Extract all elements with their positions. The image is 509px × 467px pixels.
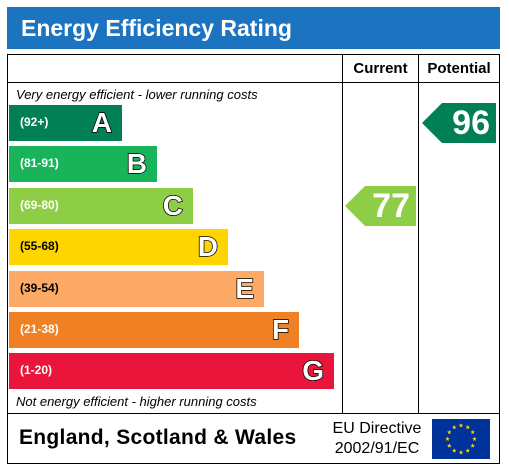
band-range-label: (81-91) (20, 156, 59, 170)
band-letter-label: B (126, 147, 148, 180)
band-range-label: (55-68) (20, 239, 59, 253)
band-range-label: (92+) (20, 115, 49, 129)
eu-star-icon (472, 436, 477, 441)
column-header-current: Current (353, 60, 408, 77)
eu-star-icon (458, 423, 464, 428)
top-note: Very energy efficient - lower running co… (16, 87, 258, 102)
potential-rating-marker: 96 (422, 103, 496, 143)
band-letter-label: F (271, 313, 290, 346)
band-g: (1-20) G (9, 353, 334, 389)
region-label: England, Scotland & Wales (19, 426, 297, 449)
band-b: (81-91) B (9, 146, 157, 182)
eu-star-icon (470, 429, 475, 435)
band-range-label: (39-54) (20, 281, 59, 295)
band-d: (55-68) D (9, 229, 228, 265)
rating-table (7, 54, 500, 464)
potential-rating-marker-value: 96 (452, 104, 490, 142)
eu-star-icon (470, 443, 475, 448)
eu-star-icon (465, 448, 471, 453)
eu-flag-icon (432, 419, 490, 459)
eu-star-icon (447, 443, 452, 448)
band-letter-label: C (162, 189, 184, 222)
chart-title: Energy Efficiency Rating (21, 15, 292, 41)
column-divider-current (342, 54, 343, 413)
current-rating-marker: 77 (345, 186, 416, 226)
band-e: (39-54) E (9, 271, 264, 307)
column-header-potential: Potential (427, 60, 491, 77)
eu-star-icon (465, 424, 471, 430)
band-c: (69-80) C (9, 188, 193, 224)
eu-star-icon (445, 436, 450, 441)
directive-line-1: EU Directive (332, 420, 422, 437)
band-range-label: (21-38) (20, 322, 59, 336)
potential-rating-marker-arrow (422, 103, 496, 143)
eu-star-icon (447, 429, 452, 435)
band-letter-label: G (301, 354, 324, 387)
band-letter-label: E (235, 272, 255, 305)
band-letter-label: A (91, 106, 113, 139)
current-rating-marker-arrow (345, 186, 416, 226)
band-a: (92+) A (9, 105, 122, 141)
band-range-label: (69-80) (20, 198, 59, 212)
bottom-note: Not energy efficient - higher running co… (16, 394, 257, 409)
current-rating-marker-value: 77 (372, 187, 410, 225)
header-row-divider (7, 82, 500, 83)
eu-star-icon (451, 424, 457, 430)
column-divider-potential (418, 54, 419, 413)
directive-line-2: 2002/91/EC (334, 440, 420, 457)
band-letter-label: D (197, 230, 219, 263)
eu-star-icon (451, 448, 457, 453)
eu-star-icon (458, 450, 464, 455)
band-f: (21-38) F (9, 312, 299, 348)
footer-row-divider (7, 413, 500, 414)
band-range-label: (1-20) (20, 363, 53, 377)
title-bar: Energy Efficiency Rating (7, 7, 500, 49)
